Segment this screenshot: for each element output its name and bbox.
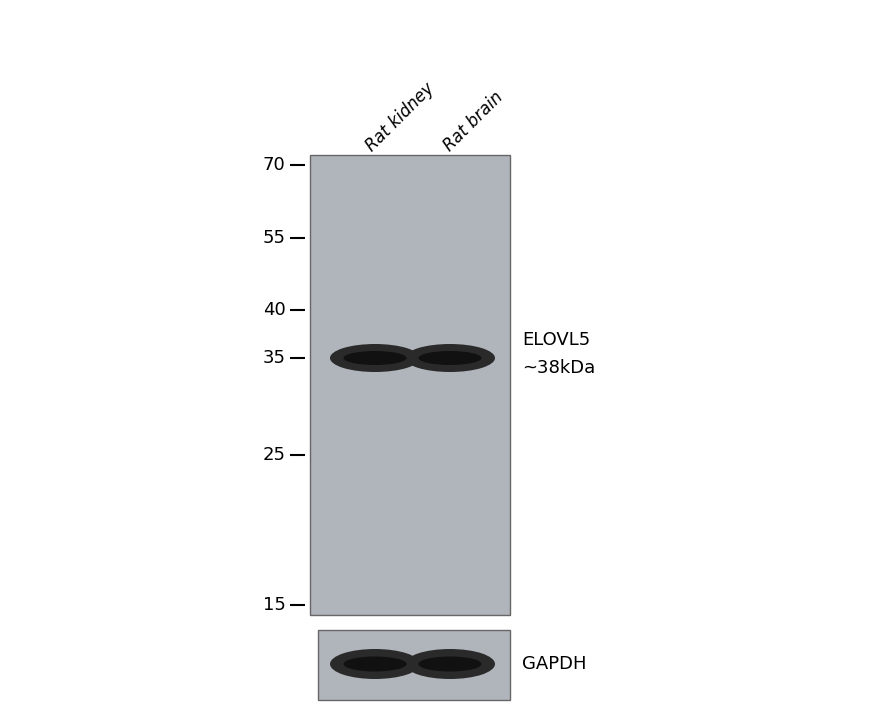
- Text: ELOVL5: ELOVL5: [522, 331, 591, 349]
- FancyBboxPatch shape: [318, 630, 510, 700]
- Text: 25: 25: [263, 446, 286, 464]
- Text: ~38kDa: ~38kDa: [522, 359, 595, 377]
- Text: Rat brain: Rat brain: [440, 88, 507, 155]
- FancyBboxPatch shape: [310, 155, 510, 615]
- Ellipse shape: [344, 351, 407, 365]
- Ellipse shape: [418, 657, 481, 672]
- Text: GAPDH: GAPDH: [522, 655, 586, 673]
- Ellipse shape: [418, 351, 481, 365]
- Text: Rat kidney: Rat kidney: [362, 80, 438, 155]
- Ellipse shape: [405, 649, 495, 679]
- Ellipse shape: [330, 344, 420, 372]
- Ellipse shape: [330, 649, 420, 679]
- Ellipse shape: [405, 344, 495, 372]
- Text: 35: 35: [263, 349, 286, 367]
- Text: 70: 70: [263, 156, 286, 174]
- Text: 55: 55: [263, 229, 286, 247]
- Ellipse shape: [344, 657, 407, 672]
- Text: 40: 40: [263, 301, 286, 319]
- Text: 15: 15: [263, 596, 286, 614]
